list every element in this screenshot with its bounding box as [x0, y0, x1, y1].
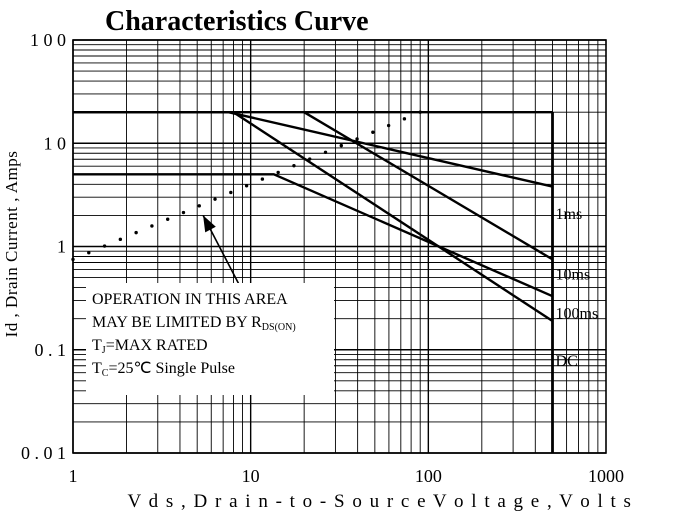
rds-limit-dot: [150, 224, 154, 228]
text-group: 1 10 100 1000 1 0 0 1 0 1 0 . 1 0 . 0 1 1ms 10ms 10…: [21, 30, 624, 486]
series-label: DC: [556, 353, 578, 370]
rds-limit-dot: [260, 177, 265, 181]
rds-limit-dot: [371, 130, 375, 134]
rds-limit-dot: [197, 204, 201, 208]
rds-limit-dot: [102, 244, 107, 248]
series-label: 1ms: [556, 206, 583, 223]
rds-limit-dot: [165, 217, 170, 221]
plot-frame: [72, 39, 607, 454]
x-tick-label: 1: [69, 466, 78, 486]
x-tick-label: 10: [242, 466, 260, 486]
series-label: 10ms: [556, 266, 591, 283]
rds-limit-dot: [418, 110, 422, 114]
annotation-box: [86, 283, 334, 395]
annotation-arrowhead: [203, 215, 216, 233]
rds-limit-dot: [402, 117, 407, 121]
series-line-100ms: [73, 173, 553, 298]
rds-limit-dot: [244, 184, 249, 188]
y-tick-label: 1: [57, 237, 66, 257]
annotation-line: OPERATION IN THIS AREA: [92, 291, 288, 308]
rds-limit-dot: [87, 251, 91, 255]
y-axis-label: Id , Drain Current , Amps: [2, 151, 21, 338]
rds-limit-dot: [308, 157, 312, 161]
x-tick-label: 1000: [588, 466, 624, 486]
y-tick-label: 0 . 1: [35, 340, 67, 360]
series-label: 100ms: [556, 305, 599, 322]
rds-limit-dot: [292, 164, 296, 168]
rds-limit-dot: [213, 197, 217, 201]
rds-limit-dot: [355, 137, 359, 141]
series-line-10ms: [303, 111, 554, 261]
annotation-line: TC=25℃ Single Pulse: [92, 360, 235, 379]
x-axis-label: V d s , D r a i n - t o - S o u r c e V …: [128, 491, 633, 512]
rds-limit-dot: [118, 237, 123, 242]
rds-limit-dot: [276, 170, 280, 175]
rds-limit-dot: [71, 257, 75, 262]
chart-title: Characteristics Curve: [105, 6, 369, 37]
annotation-line: MAY BE LIMITED BY RDS(ON): [92, 314, 296, 333]
y-tick-label: 0 . 0 1: [21, 443, 66, 463]
rds-limit-dot: [229, 190, 233, 195]
y-tick-label: 1 0 0: [30, 30, 66, 50]
rds-limit-dot: [323, 150, 328, 155]
x-tick-label: 100: [415, 466, 442, 486]
y-tick-label: 1 0: [44, 133, 67, 153]
rds-limit-dot: [134, 230, 138, 235]
series-group: [71, 110, 554, 453]
annotation-line: TJ=MAX RATED: [92, 337, 208, 356]
rds-limit-dot: [386, 123, 391, 128]
soa-boundary-line: [232, 111, 554, 323]
rds-limit-dot: [181, 210, 186, 215]
rds-limit-dot: [339, 143, 343, 148]
